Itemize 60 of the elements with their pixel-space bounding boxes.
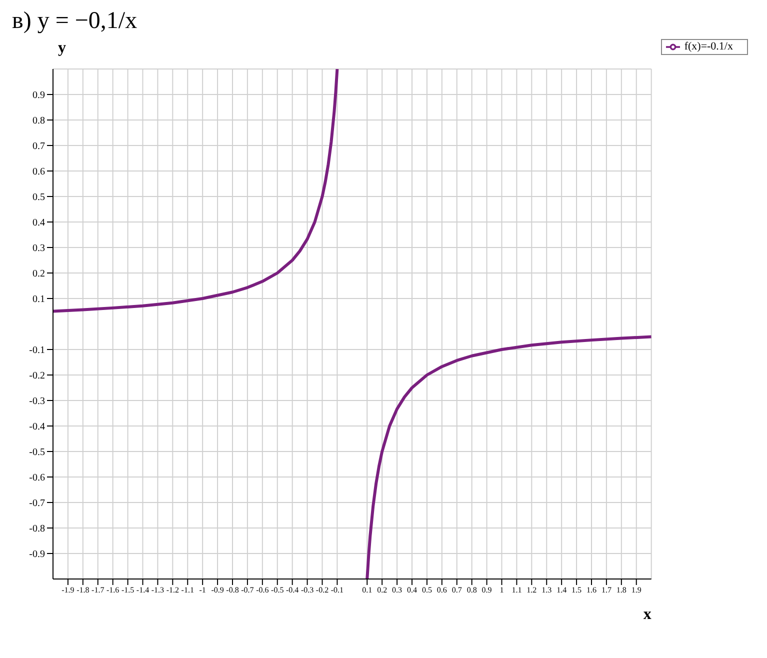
y-tick-label: -0.3 (29, 396, 45, 408)
x-tick-label: -1.2 (166, 586, 179, 595)
x-tick-label: -0.9 (211, 586, 224, 595)
x-tick-label: 1.7 (601, 586, 612, 595)
y-tick-label: 0.6 (32, 166, 45, 178)
x-tick-label: -0.1 (330, 586, 344, 595)
x-tick-label: -1.8 (76, 586, 90, 595)
x-tick-label: 0.9 (482, 586, 492, 595)
y-axis-title: y (58, 39, 66, 56)
x-tick-label: -1.9 (62, 586, 74, 595)
y-tick-label: -0.4 (29, 422, 45, 433)
y-tick-label: -0.5 (29, 447, 45, 458)
legend-label: f(x)=-0.1/x (684, 40, 733, 53)
x-tick-label: 1.3 (542, 586, 552, 595)
x-tick-label: -1.5 (121, 586, 134, 595)
y-tick-label: 0.9 (32, 90, 45, 102)
x-tick-label: 0.7 (452, 586, 462, 595)
y-tick-label: -0.2 (29, 370, 45, 382)
x-tick-label: -1.4 (136, 586, 150, 595)
x-tick-label: 1.4 (556, 586, 567, 595)
y-tick-label: 0.8 (32, 116, 45, 127)
x-tick-label: -0.4 (286, 586, 299, 595)
x-tick-label: 1.9 (631, 586, 642, 595)
x-tick-label: -0.6 (256, 586, 269, 595)
x-tick-label: -1.3 (151, 586, 164, 595)
x-tick-label: 0.2 (377, 586, 388, 595)
y-tick-label: 0.2 (32, 268, 45, 280)
x-tick-label: 1.6 (586, 586, 596, 595)
x-tick-label: -0.7 (241, 586, 254, 595)
x-tick-label: 0.8 (466, 586, 477, 595)
x-tick-label: 1.5 (572, 586, 582, 595)
x-tick-label: 0.3 (392, 586, 402, 595)
x-tick-label: 0.6 (436, 586, 447, 595)
x-tick-label: -0.5 (271, 586, 284, 595)
x-tick-label: -1.7 (92, 586, 104, 595)
x-tick-label: 0.1 (362, 586, 372, 595)
x-tick-label: 1.2 (526, 586, 537, 595)
chart-title: в) y = −0,1/x (12, 8, 138, 35)
x-tick-label: -1 (199, 586, 206, 595)
x-tick-label: -0.8 (226, 586, 239, 595)
x-tick-label: -1.6 (106, 586, 120, 595)
y-tick-label: -0.6 (29, 472, 45, 484)
x-tick-label: -0.2 (316, 586, 329, 595)
y-tick-label: 0.1 (32, 294, 45, 306)
y-tick-label: -0.1 (29, 345, 45, 356)
x-tick-label: 1.1 (512, 586, 522, 595)
y-tick-label: -0.9 (29, 549, 45, 560)
y-tick-label: 0.5 (32, 192, 45, 204)
x-tick-label: 0.5 (422, 586, 432, 595)
x-tick-label: 0.4 (406, 586, 417, 595)
y-tick-label: -0.8 (29, 524, 45, 535)
x-tick-label: 1 (500, 586, 504, 595)
x-tick-label: -0.3 (300, 586, 314, 595)
x-tick-label: 1.8 (616, 586, 626, 595)
x-tick-label: -1.1 (181, 586, 194, 595)
y-tick-label: -0.7 (29, 498, 45, 510)
x-axis-title: x (643, 606, 652, 623)
y-tick-label: 0.7 (32, 141, 45, 152)
y-tick-label: 0.4 (32, 218, 45, 229)
y-tick-label: 0.3 (32, 243, 45, 254)
